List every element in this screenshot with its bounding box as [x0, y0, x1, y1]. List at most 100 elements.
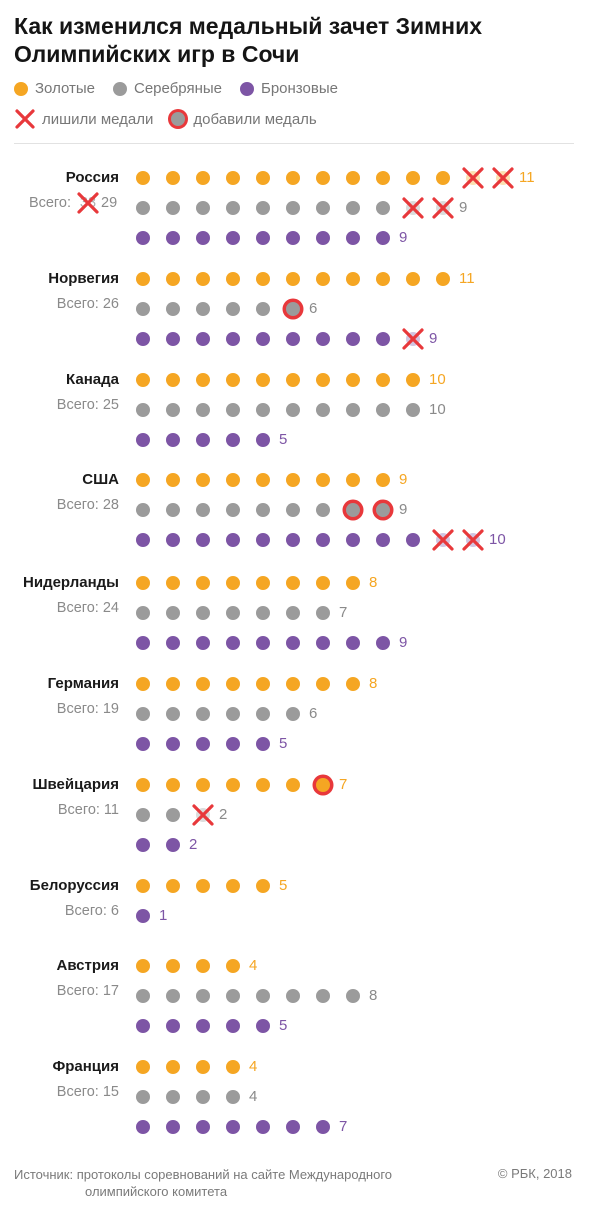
silver-medal-dot: [166, 808, 180, 822]
bronze-stripped-cross-icon: [462, 529, 484, 551]
silver-count-label: 6: [309, 705, 317, 722]
bronze-medal-dot: [136, 231, 150, 245]
total-strike-cross-icon: [77, 192, 99, 214]
silver-medal-dot: [256, 403, 270, 417]
bronze-medal-dot: [166, 433, 180, 447]
gold-medal-dot: [436, 272, 450, 286]
total-value: Всего: 25: [57, 397, 119, 413]
gold-medal-dot: [376, 272, 390, 286]
bronze-dot-icon: [240, 81, 254, 96]
source-line-2: олимпийского комитета: [85, 1184, 228, 1199]
bronze-medal-dot: [166, 1019, 180, 1033]
gold-medal-dot: [346, 373, 360, 387]
bronze-medal-dot: [136, 737, 150, 751]
bronze-medal-dot: [346, 533, 360, 547]
gold-medal-dot: [226, 473, 240, 487]
country-name: Нидерланды: [23, 574, 119, 591]
country-name: Германия: [48, 675, 119, 692]
bronze-medal-dot: [226, 1019, 240, 1033]
silver-medal-dot: [316, 606, 330, 620]
silver-count-label: 9: [399, 501, 407, 518]
bronze-count-label: 9: [399, 229, 407, 246]
total-value: Всего: 11: [58, 802, 119, 818]
bronze-medal-dot: [286, 636, 300, 650]
gold-medal-dot: [436, 171, 450, 185]
gold-medal-dot: [226, 576, 240, 590]
gold-medal-dot: [406, 171, 420, 185]
gold-medal-dot: [256, 879, 270, 893]
bronze-medal-dot: [166, 737, 180, 751]
gold-medal-dot: [196, 171, 210, 185]
bronze-count-label: 7: [339, 1118, 347, 1135]
bronze-medal-dot: [196, 332, 210, 346]
silver-medal-dot: [256, 606, 270, 620]
gold-stripped-cross-icon: [462, 167, 484, 189]
silver-medal-dot: [166, 302, 180, 316]
silver-medal-dot: [346, 989, 360, 1003]
silver-stripped-cross-icon: [192, 804, 214, 826]
legend-stripped: лишили медали: [14, 108, 153, 130]
copyright: © РБК, 2018: [497, 1166, 572, 1181]
silver-medal-dot: [196, 707, 210, 721]
bronze-medal-dot: [166, 332, 180, 346]
cross-icon: [15, 109, 35, 129]
gold-medal-dot: [196, 778, 210, 792]
country-name: Канада: [66, 371, 120, 388]
silver-medal-dot: [286, 403, 300, 417]
total-value: Всего: 26: [57, 296, 119, 312]
bronze-medal-dot: [256, 737, 270, 751]
gold-medal-dot: [376, 373, 390, 387]
silver-medal-dot: [166, 989, 180, 1003]
gold-dot-icon: [14, 81, 28, 96]
gold-medal-dot: [286, 576, 300, 590]
silver-medal-dot: [166, 707, 180, 721]
silver-medal-dot: [286, 606, 300, 620]
silver-medal-dot: [226, 302, 240, 316]
legend-gold-label: Золотые: [35, 80, 95, 97]
country-name: Швейцария: [32, 776, 119, 793]
bronze-medal-dot: [256, 433, 270, 447]
silver-medal-dot: [226, 1090, 240, 1104]
total-value: Всего: 24: [57, 600, 119, 616]
bronze-medal-dot: [196, 231, 210, 245]
bronze-medal-dot: [316, 636, 330, 650]
gold-count-label: 11: [459, 270, 475, 287]
silver-stripped-cross-icon: [432, 197, 454, 219]
gold-medal-dot: [316, 171, 330, 185]
silver-medal-dot: [226, 707, 240, 721]
gold-count-label: 8: [369, 675, 377, 692]
total-value: Всего: 6: [65, 903, 119, 919]
gold-medal-dot: [166, 677, 180, 691]
bronze-medal-dot: [136, 332, 150, 346]
bronze-medal-dot: [196, 636, 210, 650]
bronze-medal-dot: [136, 636, 150, 650]
silver-medal-dot: [196, 606, 210, 620]
silver-medal-dot: [256, 989, 270, 1003]
bronze-medal-dot: [196, 433, 210, 447]
gold-medal-dot: [316, 272, 330, 286]
legend-changes: лишили медали добавили медаль: [14, 108, 335, 130]
bronze-medal-dot: [256, 533, 270, 547]
gold-count-label: 4: [249, 1058, 257, 1075]
bronze-medal-dot: [376, 231, 390, 245]
gold-medal-dot: [406, 373, 420, 387]
bronze-medal-dot: [256, 1120, 270, 1134]
silver-medal-dot: [286, 707, 300, 721]
gold-medal-dot: [346, 473, 360, 487]
country-name: Белоруссия: [30, 877, 119, 894]
bronze-medal-dot: [286, 1120, 300, 1134]
bronze-medal-dot: [316, 332, 330, 346]
gold-medal-dot: [166, 373, 180, 387]
silver-medal-dot: [316, 503, 330, 517]
silver-medal-dot: [316, 989, 330, 1003]
bronze-medal-dot: [136, 909, 150, 923]
silver-medal-dot: [226, 606, 240, 620]
bronze-medal-dot: [226, 433, 240, 447]
gold-medal-dot: [136, 959, 150, 973]
bronze-count-label: 5: [279, 735, 287, 752]
gold-medal-dot: [256, 272, 270, 286]
bronze-medal-dot: [226, 737, 240, 751]
gold-medal-dot: [226, 1060, 240, 1074]
bronze-count-label: 9: [429, 330, 437, 347]
legend-added: добавили медаль: [171, 111, 317, 128]
